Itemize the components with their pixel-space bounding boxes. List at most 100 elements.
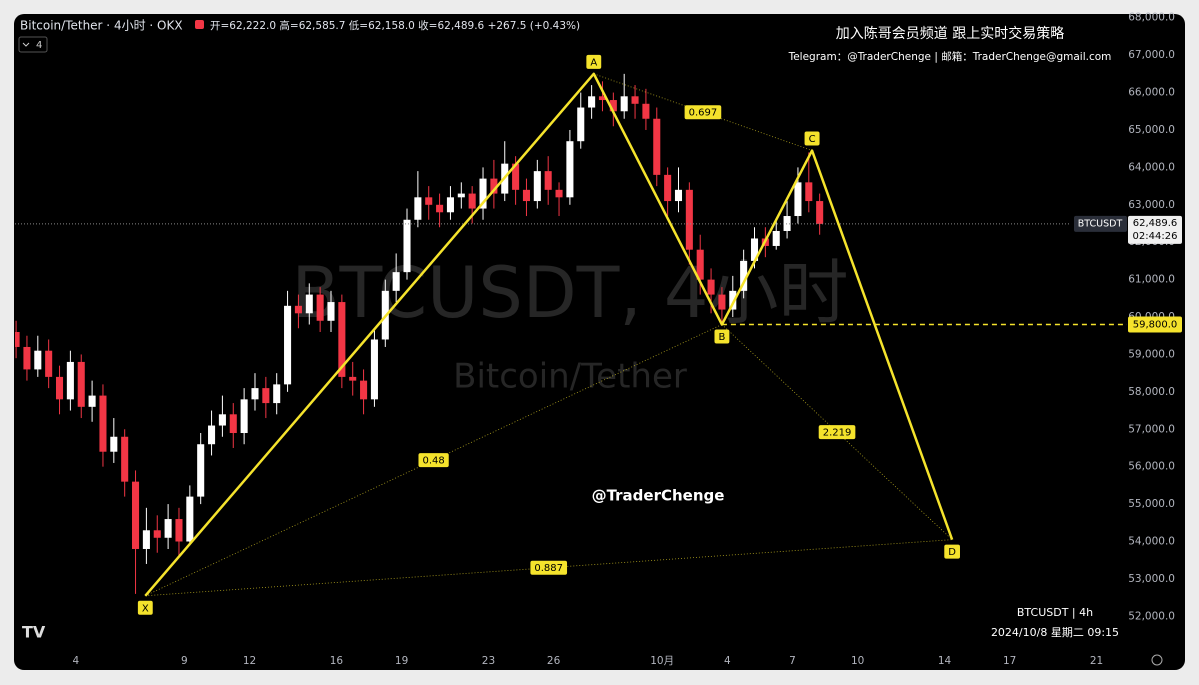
ratio-label-box xyxy=(818,425,856,440)
y-tick-label: 67,000.0 xyxy=(1128,49,1175,61)
last-price-label: 62,489.6 xyxy=(1133,218,1178,229)
candle-body xyxy=(284,305,292,385)
x-tick-label: 14 xyxy=(938,655,952,667)
logo: TV xyxy=(22,623,46,642)
candle-body xyxy=(294,305,302,314)
x-tick-label: 17 xyxy=(1003,655,1016,667)
candle-body xyxy=(425,197,433,205)
candle-body xyxy=(414,197,422,220)
level-tag xyxy=(1128,316,1182,333)
candle-body xyxy=(240,399,248,434)
candle-body xyxy=(66,361,74,400)
candle-body xyxy=(631,96,639,104)
timestamp: 2024/10/8 星期二 09:15 xyxy=(991,626,1119,639)
ratio-connector xyxy=(593,73,813,151)
x-tick-label: 4 xyxy=(72,655,79,667)
candle-body xyxy=(533,171,541,202)
watermark: BTCUSDT, 4小时 xyxy=(292,252,849,334)
settings-button[interactable] xyxy=(1151,654,1163,666)
y-tick-label: 57,000.0 xyxy=(1128,423,1175,435)
ratio-label: 0.48 xyxy=(422,456,444,467)
x-tick-label: 23 xyxy=(482,655,495,667)
candle-body xyxy=(305,294,313,314)
y-tick-label: 61,000.0 xyxy=(1128,274,1175,286)
x-tick-label: 4 xyxy=(724,655,731,667)
point-label: A xyxy=(590,57,597,68)
point-label-box xyxy=(714,329,730,344)
candle-body xyxy=(653,118,661,175)
candle-body xyxy=(229,414,237,434)
candle-body xyxy=(794,182,802,217)
candle-body xyxy=(468,193,476,209)
point-label-box xyxy=(586,54,602,69)
candle-body xyxy=(555,189,563,198)
candle-body xyxy=(577,107,585,142)
ratio-label-box xyxy=(418,453,449,468)
point-label-box xyxy=(137,600,153,615)
candle-body xyxy=(15,332,20,347)
symbol-tag xyxy=(1074,215,1127,232)
candle-body xyxy=(783,216,791,231)
candle-body xyxy=(121,436,129,482)
point-label: X xyxy=(142,603,149,614)
candle-body xyxy=(327,302,335,321)
candle-body xyxy=(175,519,183,542)
indicator-count: 4 xyxy=(36,40,42,51)
x-tick-label: 10 xyxy=(851,655,864,667)
y-tick-label: 55,000.0 xyxy=(1128,498,1175,510)
candle-body xyxy=(642,103,650,119)
candle-body xyxy=(34,350,42,370)
candle-body xyxy=(729,290,737,310)
candle-body xyxy=(718,294,726,310)
promo-text: 加入陈哥会员频道 跟上实时交易策略 xyxy=(836,25,1064,42)
candle-body xyxy=(153,530,161,538)
contact-text: Telegram：@TraderChenge | 邮箱：TraderChenge… xyxy=(788,50,1112,63)
candle-body xyxy=(132,481,140,549)
y-tick-label: 63,000.0 xyxy=(1128,199,1175,211)
candle-body xyxy=(99,395,107,452)
candle-body xyxy=(110,436,118,452)
candle-body xyxy=(522,189,530,202)
y-tick-label: 58,000.0 xyxy=(1128,386,1175,398)
x-tick-label: 9 xyxy=(181,655,188,667)
candle-body xyxy=(457,193,465,198)
candle-body xyxy=(805,182,813,202)
y-tick-label: 64,000.0 xyxy=(1128,161,1175,173)
y-tick-label: 56,000.0 xyxy=(1128,461,1175,473)
candle-body xyxy=(316,294,324,321)
candle-body xyxy=(164,519,172,538)
ratio-label: 0.887 xyxy=(534,563,563,574)
candle-body xyxy=(218,414,226,426)
candle-body xyxy=(403,219,411,273)
candle-body xyxy=(750,238,759,261)
x-tick-label: 12 xyxy=(243,655,256,667)
chart-title: Bitcoin/Tether · 4小时 · OKX xyxy=(20,19,183,33)
ratio-label: 0.697 xyxy=(689,108,718,119)
candle-body xyxy=(338,302,346,377)
candle-body xyxy=(45,350,53,377)
candle-body xyxy=(566,141,574,198)
candle-body xyxy=(208,425,216,445)
candle-body xyxy=(598,96,607,101)
point-label: C xyxy=(809,134,816,145)
symbol-interval: BTCUSDT | 4h xyxy=(1017,606,1093,619)
candle-body xyxy=(588,96,596,108)
symbol-tag-text: BTCUSDT xyxy=(1078,218,1123,229)
x-tick-label: 26 xyxy=(547,655,561,667)
y-tick-label: 52,000.0 xyxy=(1128,610,1175,622)
x-tick-label: 16 xyxy=(330,655,344,667)
x-tick-label: 10月 xyxy=(650,655,674,667)
ratio-label: 2.219 xyxy=(823,428,852,439)
y-tick-label: 68,000.0 xyxy=(1128,12,1175,24)
watermark-sub: Bitcoin/Tether xyxy=(453,357,687,397)
level-label: 59,800.0 xyxy=(1133,320,1178,331)
candle-body xyxy=(609,100,617,112)
status-icon xyxy=(195,20,204,29)
point-label-box xyxy=(804,131,820,146)
candle-body xyxy=(620,96,628,112)
candle-body xyxy=(490,178,498,194)
candle-body xyxy=(360,380,368,400)
indicator-toggle[interactable] xyxy=(18,36,48,53)
pattern-line xyxy=(144,72,954,597)
